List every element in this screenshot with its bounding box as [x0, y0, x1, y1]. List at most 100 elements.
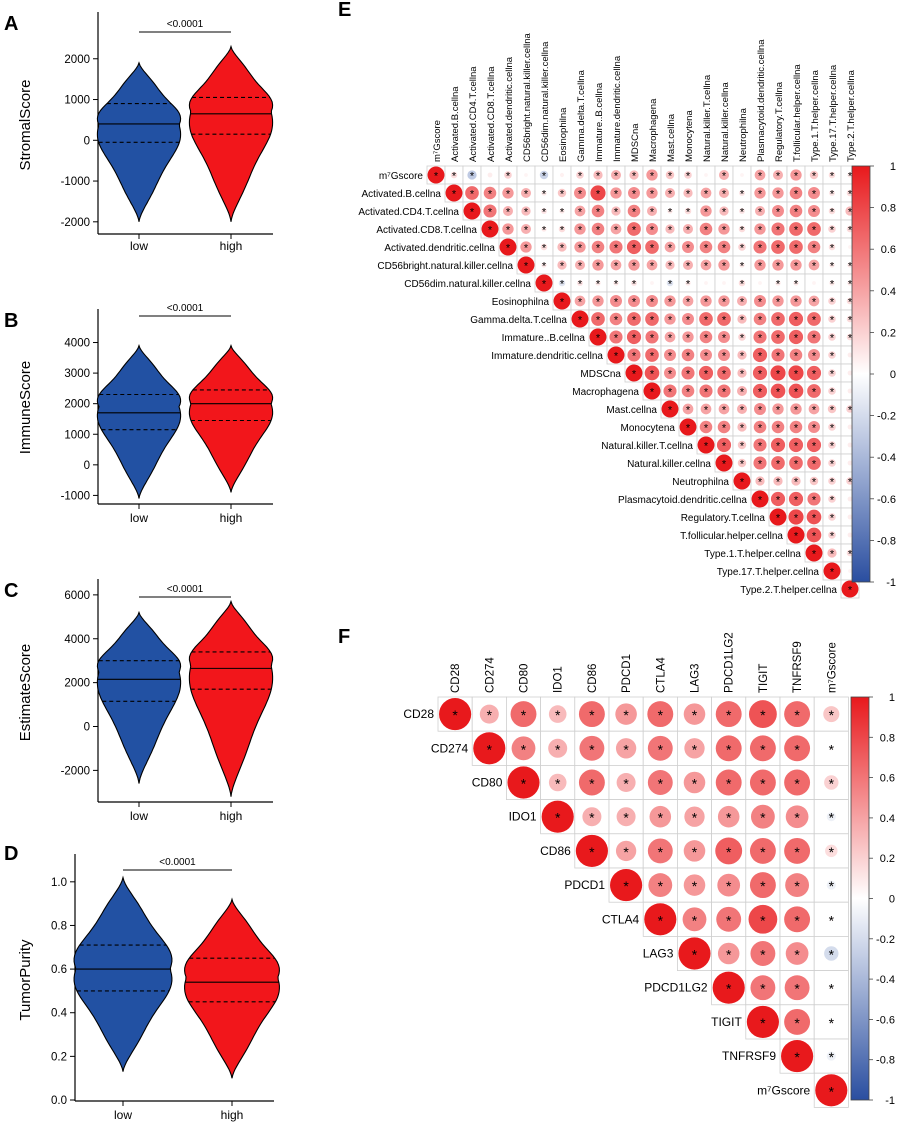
significance-star: *: [829, 878, 835, 894]
significance-star: *: [578, 243, 583, 255]
correlation-circle: [644, 903, 677, 936]
significance-star: *: [487, 741, 493, 757]
significance-star: *: [830, 477, 835, 489]
significance-star: *: [794, 513, 799, 525]
correlation-circle: [733, 472, 751, 490]
significance-star: *: [848, 549, 853, 561]
significance-star: *: [776, 369, 781, 381]
correlation-circle: [828, 207, 836, 215]
correlation-circle: [699, 312, 713, 326]
correlation-circle: [770, 383, 786, 399]
significance-star: *: [758, 495, 763, 507]
significance-star: *: [578, 171, 583, 183]
x-tick-label: high: [221, 1108, 244, 1122]
correlation-circle: [520, 187, 532, 199]
correlation-circle: [502, 187, 514, 199]
correlation-circle: [828, 459, 836, 467]
correlation-circle: [645, 348, 659, 362]
correlation-circle: [788, 311, 804, 327]
correlation-circle: [828, 171, 836, 179]
significance-star: *: [812, 297, 817, 309]
significance-star: *: [740, 351, 745, 363]
significance-star: *: [686, 405, 691, 417]
panel-letter: A: [4, 13, 18, 35]
correlation-circle: [809, 170, 819, 180]
significance-star: *: [726, 878, 732, 894]
correlation-circle: [548, 773, 567, 792]
significance-star: *: [740, 387, 745, 399]
correlation-circle: [847, 496, 853, 502]
p-value-label: <0.0001: [159, 857, 196, 868]
correlation-circle: [719, 206, 729, 216]
correlation-circle: [590, 185, 606, 201]
significance-star: *: [794, 741, 800, 757]
correlation-circle: [749, 769, 776, 796]
correlation-circle: [788, 491, 804, 507]
y-tick-label: 3000: [64, 368, 90, 380]
correlation-circle: [848, 569, 852, 573]
correlation-circle: [771, 348, 785, 362]
correlation-circle: [609, 330, 623, 344]
row-label: Activated.CD4.T.cellna: [358, 207, 459, 218]
significance-star: *: [470, 189, 475, 201]
violin-high: [188, 599, 274, 797]
correlation-circle: [682, 241, 694, 253]
significance-star: *: [650, 225, 655, 237]
significance-star: *: [812, 243, 817, 255]
significance-star: *: [578, 279, 583, 291]
panel-letter: E: [338, 0, 351, 21]
significance-star: *: [632, 333, 637, 345]
significance-star: *: [686, 369, 691, 381]
significance-star: *: [596, 171, 601, 183]
correlation-circle: [784, 735, 811, 762]
significance-star: *: [614, 279, 619, 291]
correlation-circle: [591, 204, 605, 218]
significance-star: *: [830, 189, 835, 201]
correlation-circle: [739, 262, 745, 268]
significance-star: *: [794, 459, 799, 471]
significance-star: *: [830, 261, 835, 273]
scale-tick-label: -0.2: [877, 411, 896, 423]
x-tick-label: high: [220, 511, 243, 525]
significance-star: *: [760, 1015, 766, 1031]
correlation-circle: [717, 805, 740, 828]
correlation-circle: [582, 807, 602, 827]
correlation-circle: [684, 171, 692, 179]
significance-star: *: [506, 171, 511, 183]
correlation-circle: [520, 241, 532, 253]
significance-star: *: [722, 171, 727, 183]
row-label: Activated.dendritic.cellna: [384, 243, 495, 254]
correlation-circle: [805, 544, 823, 562]
significance-star: *: [686, 225, 691, 237]
significance-star: *: [794, 297, 799, 309]
correlation-circle: [828, 225, 836, 233]
correlation-circle: [685, 280, 691, 286]
significance-star: *: [848, 477, 853, 489]
correlation-circle: [613, 280, 619, 286]
correlation-circle: [784, 1008, 811, 1035]
significance-star: *: [740, 333, 745, 345]
significance-star: *: [830, 531, 835, 543]
scale-tick-label: -0.2: [876, 934, 895, 946]
significance-star: *: [848, 297, 853, 309]
significance-star: *: [650, 315, 655, 327]
significance-star: *: [650, 261, 655, 273]
correlation-circle: [749, 735, 776, 762]
correlation-circle: [829, 190, 835, 196]
correlation-circle: [771, 240, 785, 254]
significance-star: *: [704, 243, 709, 255]
significance-star: *: [632, 225, 637, 237]
scale-tick-label: -0.6: [876, 1014, 895, 1026]
significance-star: *: [829, 981, 835, 997]
significance-star: *: [650, 333, 655, 345]
correlation-circle: [753, 330, 767, 344]
significance-star: *: [614, 333, 619, 345]
significance-star: *: [692, 810, 698, 826]
row-label: T.follicular.helper.cellna: [680, 531, 783, 542]
significance-star: *: [668, 369, 673, 381]
row-label: LAG3: [643, 947, 674, 961]
significance-star: *: [740, 369, 745, 381]
correlation-circle: [535, 274, 553, 292]
correlation-circle: [754, 259, 766, 271]
significance-star: *: [812, 189, 817, 201]
